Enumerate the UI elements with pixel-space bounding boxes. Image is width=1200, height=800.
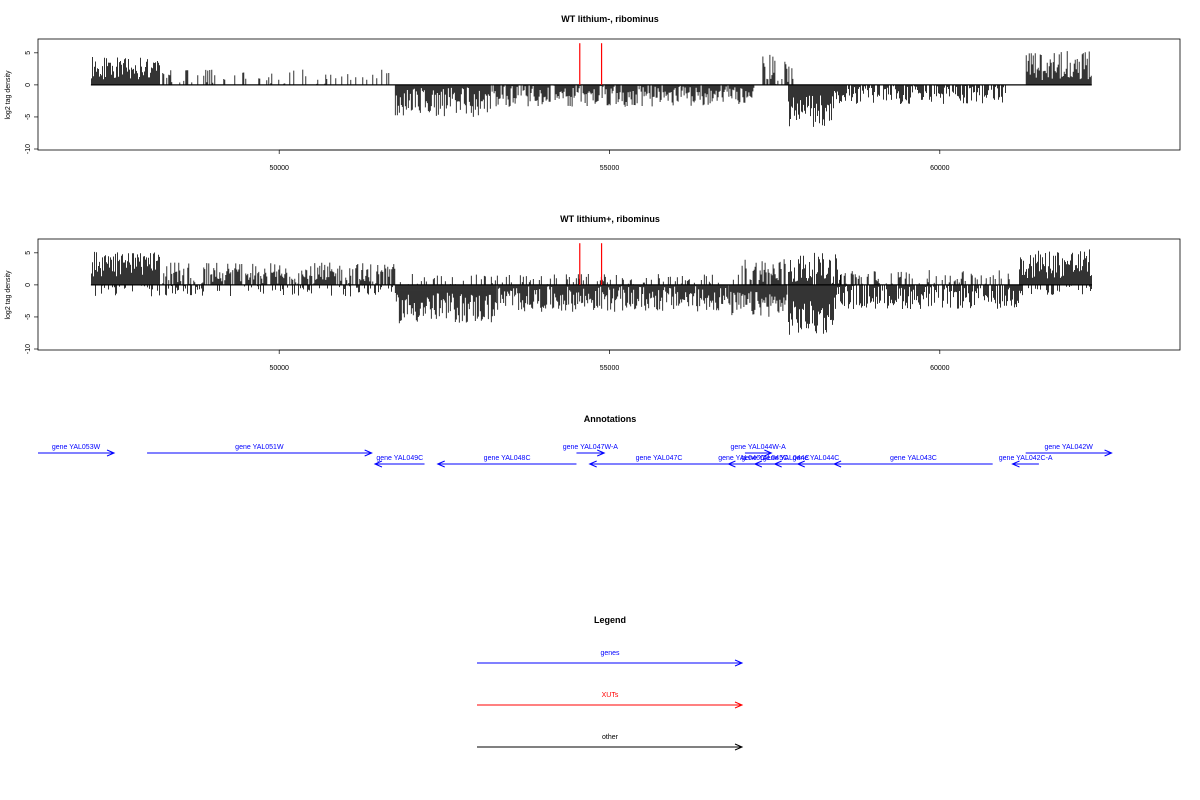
gene-label: gene YAL053W xyxy=(52,444,101,451)
y-axis-label: log2 tag density xyxy=(5,70,12,120)
track-title: WT lithium+, ribominus xyxy=(560,214,660,224)
annotations-track: Annotations gene YAL053W gene YAL051Wgene… xyxy=(38,414,1113,468)
gene-label: gene YAL042C-A xyxy=(999,455,1053,462)
legend-title: Legend xyxy=(594,615,626,625)
gene-label: gene YAL048C xyxy=(484,455,531,462)
legend-label: genes xyxy=(600,650,620,657)
y-tick-label: 0 xyxy=(25,283,32,287)
gene-label: gene YAL043C xyxy=(890,455,937,462)
y-tick-label: -10 xyxy=(25,144,32,154)
gene-arrow-head xyxy=(436,460,445,468)
y-axis: -10 -5 0 5 xyxy=(25,251,38,354)
legend: Legend genes XUTs other xyxy=(477,615,744,751)
legend-label: XUTs xyxy=(602,692,619,699)
xut-markers xyxy=(579,243,603,285)
density-bars xyxy=(90,249,1092,335)
gene-arrow-head xyxy=(764,449,773,457)
legend-items: genes XUTs other xyxy=(477,650,744,751)
y-axis-label: log2 tag density xyxy=(5,270,12,320)
gene-arrow-head xyxy=(364,449,373,457)
x-tick-label: 50000 xyxy=(269,365,289,372)
gene-arrow-head xyxy=(727,460,736,468)
legend-arrow-head xyxy=(734,659,744,667)
gene-label: gene YAL046C xyxy=(718,455,765,462)
xut-markers xyxy=(579,43,603,85)
density-bar-series xyxy=(91,51,1092,127)
x-axis: 50000 55000 60000 xyxy=(269,349,950,372)
y-tick-label: 5 xyxy=(25,51,32,55)
gene-label: gene YAL047C xyxy=(636,455,683,462)
track-panel-lithium-plus: WT lithium+, ribominus log2 tag density … xyxy=(5,214,1181,372)
gene-arrow-head xyxy=(1011,460,1020,468)
x-tick-label: 55000 xyxy=(600,165,620,172)
x-tick-label: 60000 xyxy=(930,365,950,372)
gene-label: gene YAL051W xyxy=(235,444,284,451)
gene-label: gene YAL045C xyxy=(741,455,788,462)
track-title: WT lithium-, ribominus xyxy=(561,14,659,24)
annotations-title: Annotations xyxy=(584,414,637,424)
gene-arrow-head xyxy=(773,460,782,468)
gene-arrow-head xyxy=(106,449,116,457)
gene-arrow-head xyxy=(588,460,597,468)
y-tick-label: 5 xyxy=(25,251,32,255)
gene-arrow-head xyxy=(832,460,842,468)
x-tick-label: 50000 xyxy=(269,165,289,172)
legend-label: other xyxy=(602,734,619,741)
y-tick-label: 0 xyxy=(25,83,32,87)
gene-arrow-head xyxy=(1104,449,1113,457)
y-tick-label: -10 xyxy=(25,344,32,354)
gene-label: gene YAL044C xyxy=(793,455,840,462)
x-tick-label: 60000 xyxy=(930,165,950,172)
y-tick-label: -5 xyxy=(25,314,32,320)
gene-label: gene YAL042W xyxy=(1044,444,1093,451)
gene-arrow-head xyxy=(796,460,805,468)
legend-arrow-head xyxy=(734,743,744,751)
y-tick-label: -5 xyxy=(25,114,32,120)
density-bars xyxy=(90,51,1092,127)
gene-label: gene YAL044W-A xyxy=(731,444,787,451)
y-axis: -10 -5 0 5 xyxy=(25,51,38,154)
legend-arrow-head xyxy=(734,701,744,709)
gene-label: gene YAL044C xyxy=(763,455,810,462)
gene-arrow-head xyxy=(373,460,383,468)
density-bar-series xyxy=(91,249,1092,335)
x-axis: 50000 55000 60000 xyxy=(269,149,950,172)
gene-label: gene YAL047W-A xyxy=(563,444,619,451)
x-tick-label: 55000 xyxy=(600,365,620,372)
gene-arrow-head xyxy=(597,449,606,457)
plot-frame xyxy=(37,238,1181,351)
gene-arrow-head xyxy=(753,460,763,468)
track-panel-lithium-minus: WT lithium-, ribominus log2 tag density … xyxy=(5,14,1181,172)
gene-arrows: gene YAL053W gene YAL051W gene YAL049C gene… xyxy=(38,444,1113,468)
gene-label: gene YAL049C xyxy=(376,455,423,462)
